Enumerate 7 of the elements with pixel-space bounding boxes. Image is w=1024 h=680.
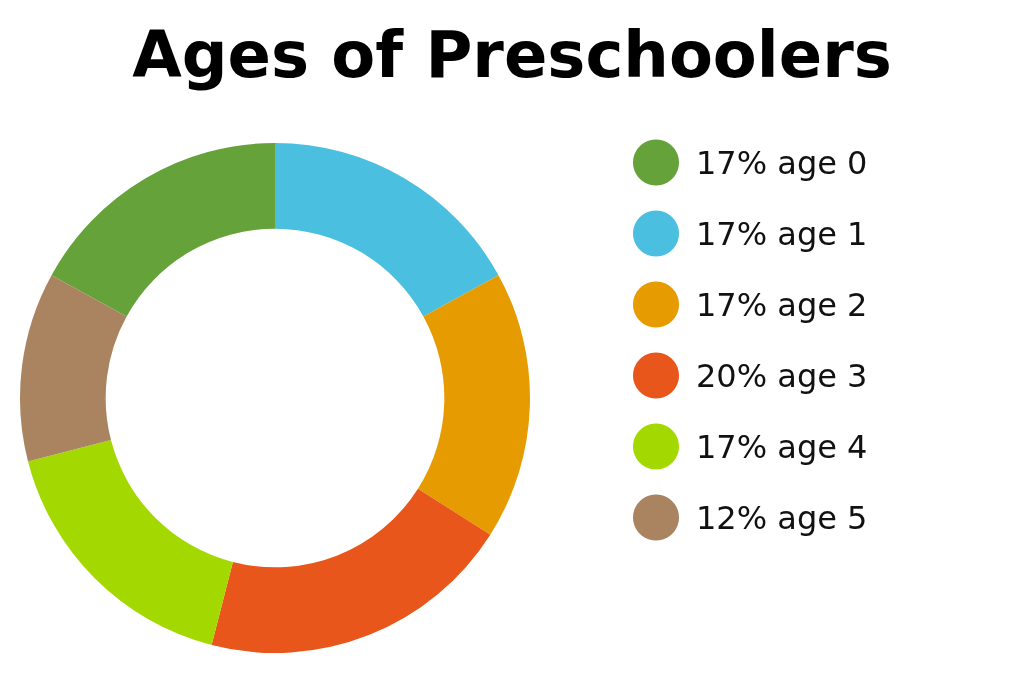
legend-label: 17% age 0 xyxy=(696,143,868,182)
legend-label: 17% age 1 xyxy=(696,214,868,253)
chart-title: Ages of Preschoolers xyxy=(132,18,892,92)
legend-label: 17% age 2 xyxy=(696,285,868,324)
legend-label: 20% age 3 xyxy=(696,356,868,395)
legend-label: 12% age 5 xyxy=(696,498,868,537)
legend-label: 17% age 4 xyxy=(696,427,868,466)
